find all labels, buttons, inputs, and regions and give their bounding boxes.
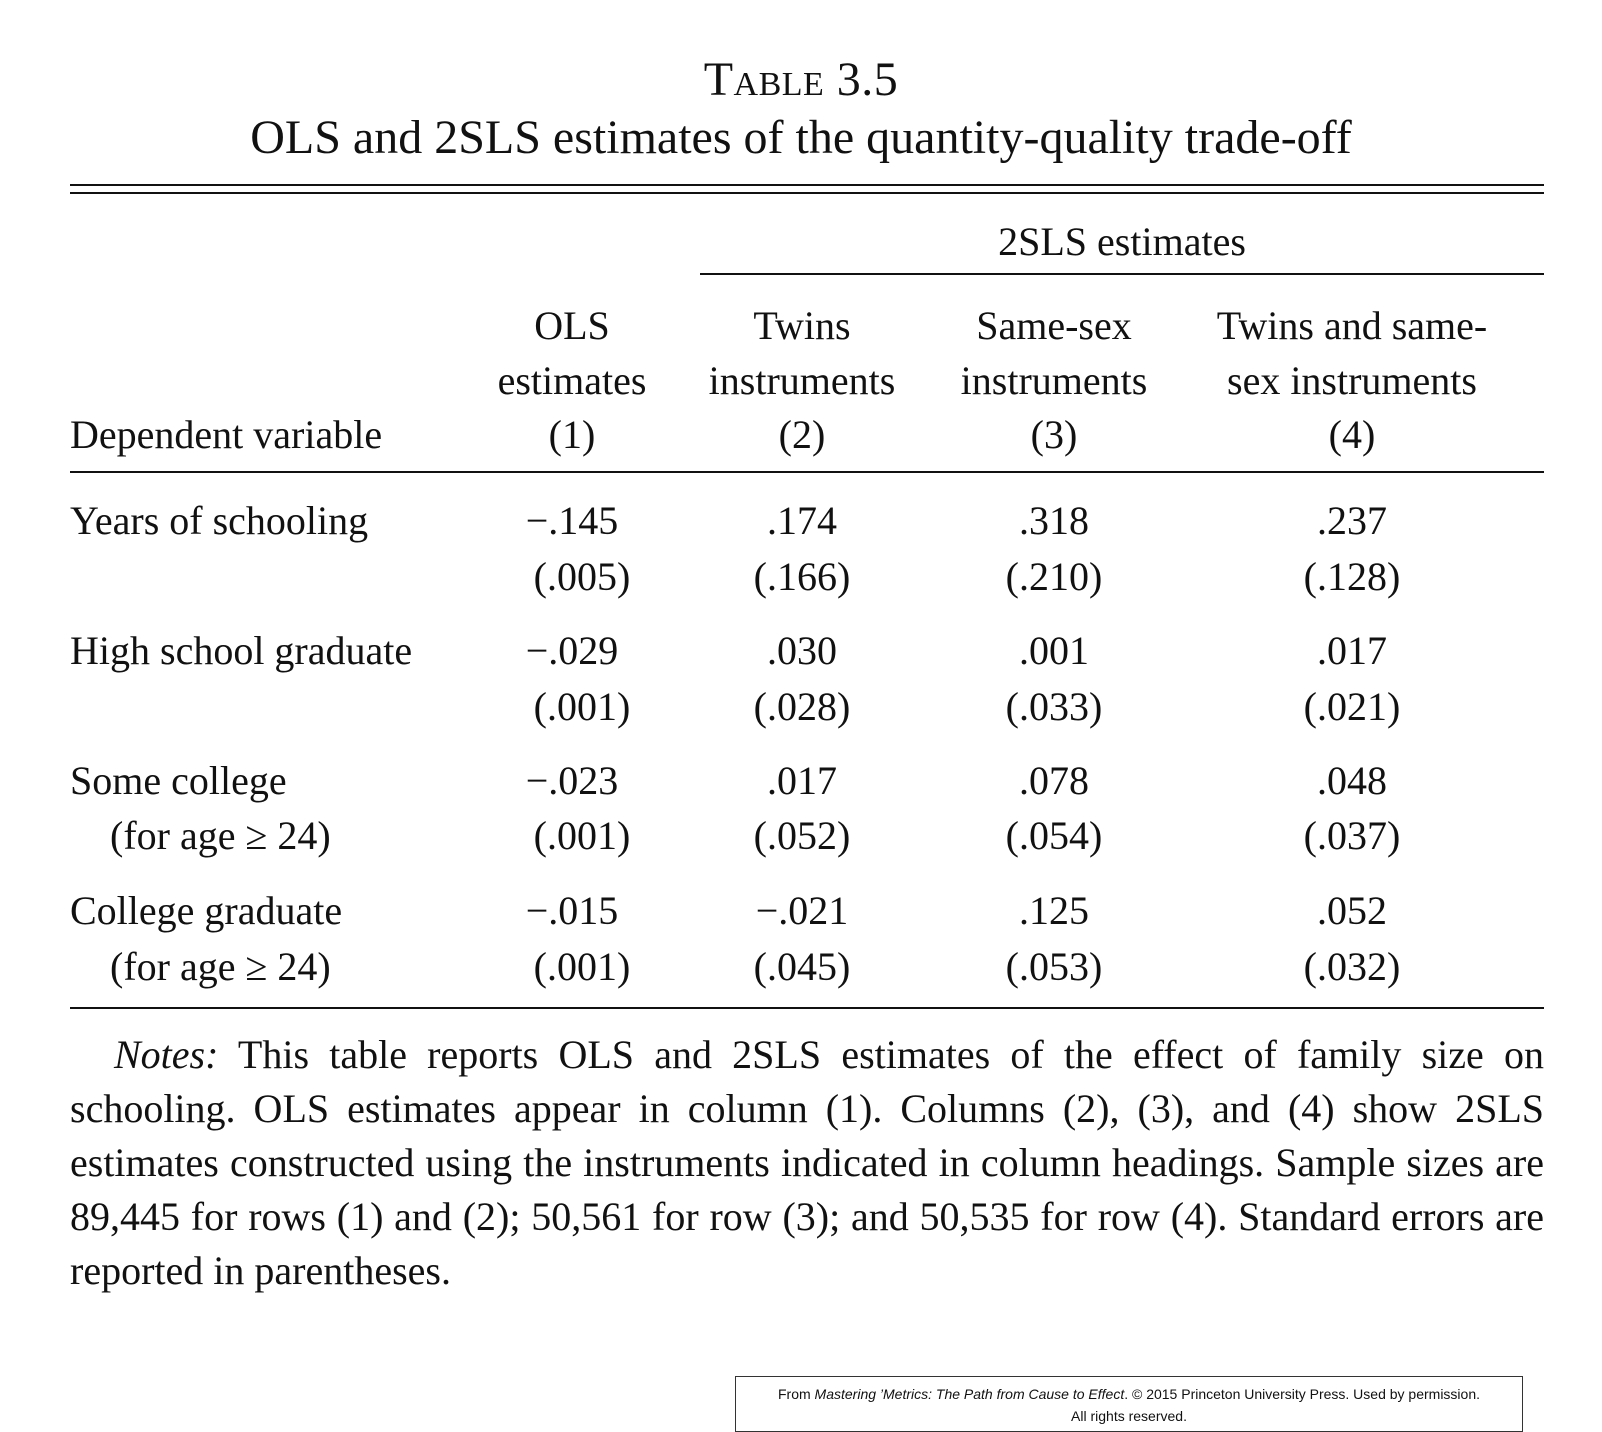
std-error-cell: (.037): [1303, 813, 1401, 858]
table-notes: Notes: This table reports OLS and 2SLS e…: [70, 1028, 1544, 1298]
estimate-cell: .001: [1019, 628, 1089, 673]
row-sublabel: (for age ≥ 24): [110, 813, 331, 858]
col-header-4-line1: Twins and same-: [1216, 303, 1488, 348]
std-error-cell: (.028): [753, 684, 851, 729]
table-title: OLS and 2SLS estimates of the quantity-q…: [250, 111, 1352, 164]
row-sublabel: (for age ≥ 24): [110, 944, 331, 989]
col-header-2-line2: instruments: [708, 358, 896, 403]
top-rule-1: [70, 184, 1544, 186]
std-error-cell: (.001): [533, 813, 631, 858]
credit-prefix: From: [777, 1386, 815, 1402]
col-header-3-line2: instruments: [960, 358, 1148, 403]
estimate-cell: .048: [1317, 758, 1387, 803]
table-label-number: 3.5: [824, 53, 899, 106]
std-error-cell: (.052): [753, 813, 851, 858]
header-rule: [70, 471, 1544, 473]
col-header-2-line1: Twins: [753, 303, 851, 348]
std-error-cell: (.210): [1005, 554, 1103, 599]
bottom-rule: [70, 1007, 1544, 1009]
std-error-cell: (.053): [1005, 944, 1103, 989]
notes-text: This table reports OLS and 2SLS estimate…: [70, 1032, 1544, 1293]
estimate-cell: −.029: [525, 628, 619, 673]
credit-line2: All rights reserved.: [1071, 1408, 1187, 1424]
notes-label: Notes:: [114, 1032, 219, 1077]
estimate-cell: .030: [767, 628, 837, 673]
estimate-cell: −.145: [525, 498, 619, 543]
table-label-initial: T: [703, 53, 734, 106]
table-label: Table 3.5: [0, 52, 1602, 108]
col-header-1-line2: estimates: [497, 358, 647, 403]
stub-header: Dependent variable: [70, 412, 383, 457]
estimate-cell: .017: [767, 758, 837, 803]
std-error-cell: (.045): [753, 944, 851, 989]
table-label-word: able: [733, 53, 825, 106]
spanner-2sls: 2SLS estimates: [998, 219, 1246, 264]
top-rule-2: [70, 192, 1544, 194]
row-label: Years of schooling: [70, 498, 369, 543]
spanner-rule: [700, 273, 1544, 275]
std-error-cell: (.001): [533, 944, 631, 989]
col-header-1-num: (1): [548, 412, 596, 457]
row-label: Some college: [70, 758, 287, 803]
estimate-cell: .318: [1019, 498, 1089, 543]
credit-suffix: . © 2015 Princeton University Press. Use…: [1124, 1386, 1481, 1402]
std-error-cell: (.021): [1303, 684, 1401, 729]
col-header-2-num: (2): [778, 412, 826, 457]
col-header-1-line1: OLS: [534, 303, 610, 348]
credit-box: From Mastering ’Metrics: The Path from C…: [735, 1376, 1523, 1432]
row-label: College graduate: [70, 888, 343, 933]
estimate-cell: .237: [1317, 498, 1387, 543]
std-error-cell: (.166): [753, 554, 851, 599]
std-error-cell: (.054): [1005, 813, 1103, 858]
estimate-cell: .174: [767, 498, 837, 543]
std-error-cell: (.001): [533, 684, 631, 729]
col-header-4-num: (4): [1328, 412, 1376, 457]
std-error-cell: (.005): [533, 554, 631, 599]
col-header-3-line1: Same-sex: [976, 303, 1132, 348]
row-label: High school graduate: [70, 628, 413, 673]
credit-book: Mastering ’Metrics: The Path from Cause …: [814, 1386, 1125, 1402]
estimate-cell: .052: [1317, 888, 1387, 933]
estimate-cell: .078: [1019, 758, 1089, 803]
std-error-cell: (.032): [1303, 944, 1401, 989]
col-header-4-line2: sex instruments: [1227, 358, 1477, 403]
col-header-3-num: (3): [1030, 412, 1078, 457]
estimate-cell: −.023: [525, 758, 619, 803]
estimate-cell: −.015: [525, 888, 619, 933]
std-error-cell: (.128): [1303, 554, 1401, 599]
estimate-cell: −.021: [755, 888, 849, 933]
estimate-cell: .017: [1317, 628, 1387, 673]
std-error-cell: (.033): [1005, 684, 1103, 729]
estimate-cell: .125: [1019, 888, 1089, 933]
